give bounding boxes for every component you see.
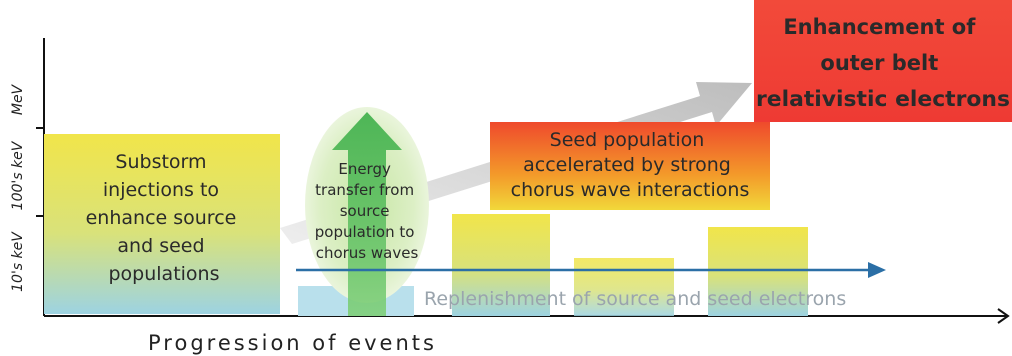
energy-transfer-text: Energy transfer from source population t… <box>315 160 419 262</box>
energy-transfer-line-2: transfer from <box>315 181 414 199</box>
seed-accelerated-line-2: accelerated by strong <box>523 154 731 176</box>
substorm-box <box>44 134 280 314</box>
enhancement-line-2: outer belt <box>820 51 938 75</box>
substorm-line-1: Substorm <box>115 151 206 173</box>
replenishment-arrow-head <box>868 262 886 278</box>
source-bar-2 <box>574 258 674 316</box>
enhancement-line-3: relativistic electrons <box>756 87 1010 111</box>
seed-accelerated-box <box>490 122 770 210</box>
y-label-100s-kev-text: 100's keV <box>10 140 26 210</box>
seed-accelerated-text: Seed population accelerated by strong ch… <box>511 129 750 201</box>
energy-transfer-line-5: chorus waves <box>316 244 419 262</box>
seed-bar-1 <box>452 214 550 316</box>
substorm-text: Substorm injections to enhance source an… <box>86 151 243 285</box>
y-label-100s-kev: 100's keV <box>10 140 26 210</box>
enhancement-line-1: Enhancement of <box>783 15 976 39</box>
enhancement-text: Enhancement of outer belt relativistic e… <box>756 15 1010 111</box>
substorm-line-3: enhance source <box>86 207 237 229</box>
seed-bar-2 <box>708 227 808 316</box>
energy-transfer-line-1: Energy <box>338 160 391 178</box>
energy-transfer-line-4: population to <box>315 223 415 241</box>
y-label-10s-kev-text: 10's keV <box>10 231 26 292</box>
y-label-mev: MeV <box>10 83 26 115</box>
x-axis-label: Progression of events <box>148 331 437 355</box>
enhancement-box <box>754 0 1012 122</box>
seed-accelerated-line-1: Seed population <box>550 129 705 151</box>
substorm-line-5: populations <box>108 263 219 285</box>
y-label-10s-kev: 10's keV <box>10 231 26 292</box>
x-axis-arrowhead <box>997 308 1010 324</box>
substorm-line-4: and seed <box>117 235 204 257</box>
energy-transfer-up-arrow <box>332 112 402 316</box>
seed-accelerated-line-3: chorus wave interactions <box>511 179 750 201</box>
energy-transfer-line-3: source <box>340 202 390 220</box>
substorm-line-2: injections to <box>103 179 219 201</box>
replenishment-label: Replenishment of source and seed electro… <box>424 288 846 310</box>
